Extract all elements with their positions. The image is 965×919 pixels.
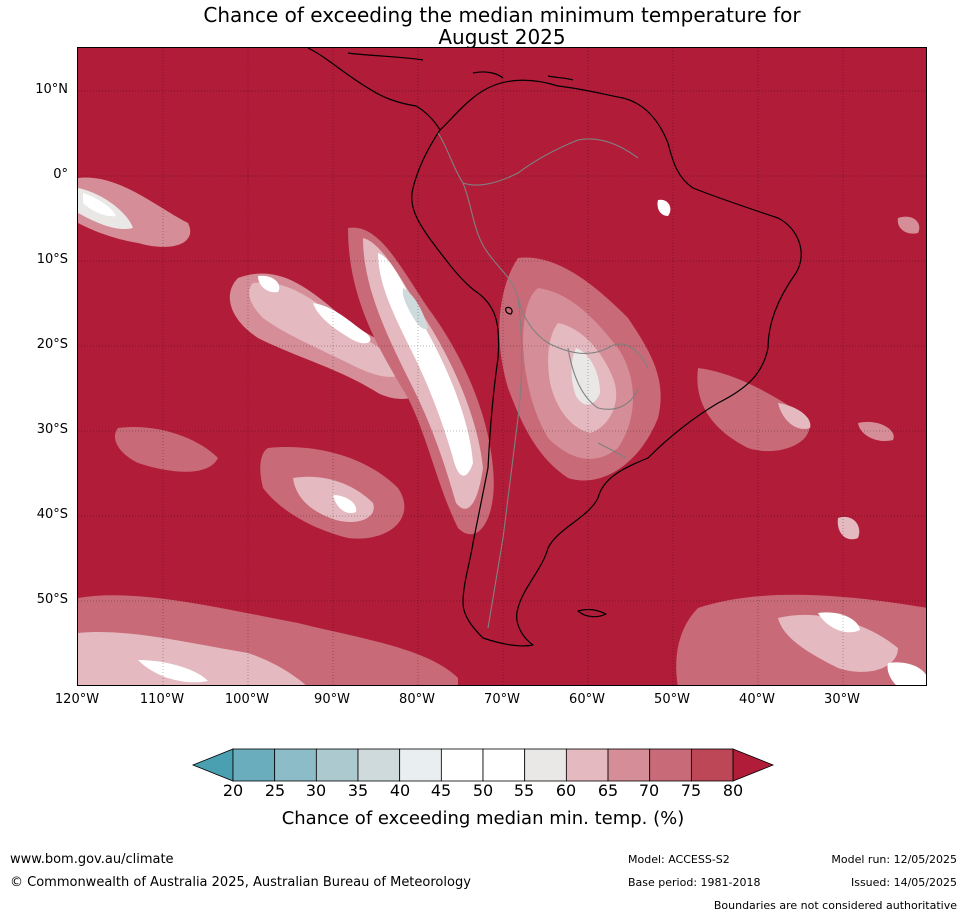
border-central — [462, 182, 649, 369]
colorbar-swatch — [232, 748, 276, 782]
lon-label: 30°W — [824, 692, 860, 707]
colorbar-label: Chance of exceeding median min. temp. (%… — [281, 808, 685, 829]
map-title: Chance of exceeding the median minimum t… — [77, 4, 927, 48]
colorbar — [191, 748, 775, 782]
contour-cone-core — [571, 348, 600, 405]
contour-andes-strip-grey — [402, 288, 428, 330]
colorbar-tick: 45 — [430, 781, 452, 800]
lat-label: 10°N — [35, 82, 68, 97]
colorbar-swatch — [482, 748, 526, 782]
colorbar-tick: 35 — [347, 781, 369, 800]
colorbar-tick: 65 — [597, 781, 619, 800]
country-borders — [437, 132, 649, 629]
colorbar-swatch — [440, 748, 484, 782]
colorbar-tick: 20 — [222, 781, 244, 800]
colorbar-tick: 50 — [472, 781, 494, 800]
lat-label: 20°S — [36, 337, 68, 352]
contour-peru-diagonal-core-2 — [258, 275, 280, 293]
colorbar-swatch — [524, 748, 567, 782]
border-south — [487, 297, 523, 629]
lake-titicaca — [505, 306, 513, 315]
contour-amazon-patch — [657, 199, 671, 216]
contour-south-atlantic-band-light — [778, 614, 898, 672]
lon-label: 70°W — [484, 692, 520, 707]
map-background — [78, 48, 926, 685]
lon-label: 40°W — [739, 692, 775, 707]
contour-south-atlantic-core-2 — [887, 662, 926, 685]
colorbar-tick: 70 — [638, 781, 660, 800]
colorbar-swatch — [357, 748, 401, 782]
contour-south-pacific-band-light — [78, 632, 306, 685]
lon-label: 110°W — [139, 692, 185, 707]
colorbar-tick: 60 — [555, 781, 577, 800]
contour-west-equatorial-core — [83, 193, 116, 217]
title-line-1: Chance of exceeding the median minimum t… — [203, 3, 801, 27]
colorbar-extend-high — [732, 748, 775, 782]
base-period: Base period: 1981-2018 — [628, 876, 761, 889]
probability-map — [78, 48, 926, 685]
contour-andes-strip-core — [378, 253, 473, 476]
copyright-text: © Commonwealth of Australia 2025, Austra… — [10, 875, 471, 890]
lon-label: 50°W — [654, 692, 690, 707]
map-panel[interactable] — [77, 47, 927, 686]
border-uruguay — [597, 442, 627, 459]
contour-west-equatorial-outer — [78, 177, 191, 247]
contour-south-atlantic-core — [818, 612, 860, 633]
falklands-coast — [577, 608, 607, 618]
colorbar-tick: 40 — [389, 781, 411, 800]
colorbar-tick: 30 — [305, 781, 327, 800]
lon-label: 120°W — [54, 692, 100, 707]
lat-label: 10°S — [36, 252, 68, 267]
colorbar-tick: 75 — [680, 781, 702, 800]
contour-atlantic-patch-2 — [897, 216, 920, 234]
lat-label: 30°S — [36, 422, 68, 437]
website-link[interactable]: www.bom.gov.au/climate — [10, 852, 174, 867]
lat-label: 0° — [53, 167, 68, 182]
contour-brazil-coast — [697, 368, 810, 452]
gridlines — [78, 48, 926, 685]
colorbar-swatch — [315, 748, 359, 782]
contour-brazil-coast-light — [778, 403, 811, 429]
contour-pacific-midlat-core — [333, 495, 357, 514]
colorbar-swatches — [191, 748, 775, 782]
colorbar-swatch — [690, 748, 734, 782]
land-outlines — [307, 48, 802, 647]
border-north — [437, 132, 639, 186]
colorbar-swatch — [399, 748, 442, 782]
contour-south-pacific-core — [138, 660, 208, 683]
colorbar-swatch — [607, 748, 651, 782]
contour-pacific-south — [114, 427, 218, 472]
contour-peru-diagonal-mid — [249, 282, 408, 377]
colorbar-swatch — [274, 748, 317, 782]
caribbean-islands-coast — [347, 52, 574, 81]
central-america-coast — [307, 48, 441, 131]
south-america-coast — [411, 79, 802, 647]
colorbar-tick: 25 — [264, 781, 286, 800]
contour-atlantic-patch-3 — [858, 421, 894, 442]
colorbar-extend-low — [191, 748, 234, 782]
model-name: Model: ACCESS-S2 — [628, 853, 730, 866]
model-run-date: Model run: 12/05/2025 — [831, 853, 957, 866]
lat-label: 50°S — [36, 592, 68, 607]
colorbar-swatch — [649, 748, 692, 782]
boundary-disclaimer: Boundaries are not considered authoritat… — [713, 899, 957, 912]
colorbar-tick: 80 — [722, 781, 744, 800]
title-line-2: August 2025 — [438, 25, 566, 49]
colorbar-tick: 55 — [513, 781, 535, 800]
issued-date: Issued: 14/05/2025 — [850, 876, 957, 889]
lon-label: 80°W — [399, 692, 435, 707]
lon-label: 100°W — [224, 692, 270, 707]
lon-label: 60°W — [569, 692, 605, 707]
colorbar-swatch — [565, 748, 609, 782]
probability-contours — [78, 177, 926, 685]
lat-label: 40°S — [36, 507, 68, 522]
contour-peru-diagonal-core — [313, 303, 371, 344]
border-paraguay — [567, 347, 639, 410]
lon-label: 90°W — [314, 692, 350, 707]
